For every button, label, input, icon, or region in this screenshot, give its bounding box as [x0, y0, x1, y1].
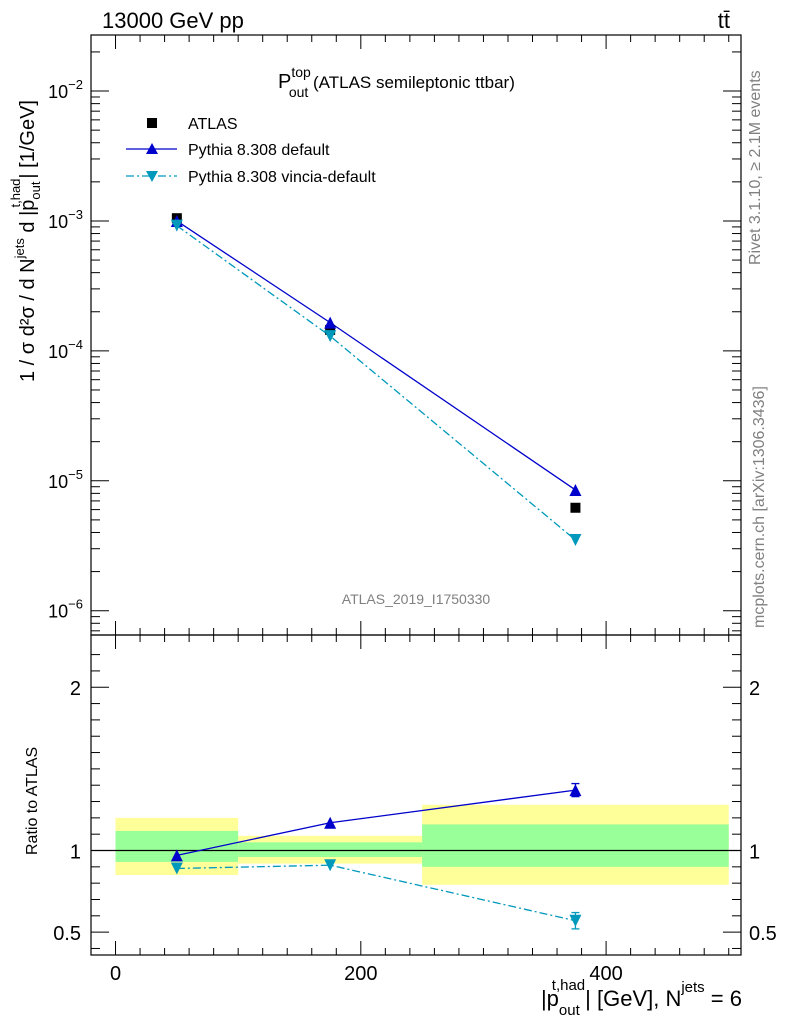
ratio-point-default [569, 784, 582, 797]
upper-tick-label: 10−4 [48, 337, 83, 362]
ratio-frame [90, 634, 742, 956]
x-label-sup2: jets [680, 979, 704, 996]
x-label-end: = 6 [705, 986, 742, 1011]
upper-point-vincia [170, 219, 183, 232]
upper-y-label-sub: out [28, 181, 43, 199]
ratio-tick-label-left: 0.5 [53, 923, 81, 945]
mcplots-label: mcplots.cern.ch [arXiv:1306.3436] [751, 386, 768, 628]
upper-tick-label: 10−5 [48, 467, 83, 492]
upper-tick-base: 10 [48, 472, 68, 492]
upper-tick-base: 10 [48, 342, 68, 362]
ratio-band-stat [238, 842, 423, 858]
x-label-pre: |p [541, 986, 559, 1011]
upper-tick-exp: −6 [68, 597, 83, 612]
upper-point-default [569, 483, 582, 496]
ratio-panel [91, 782, 741, 930]
upper-y-label-sup2: t,had [8, 179, 23, 208]
x-label-sup: t,had [552, 977, 585, 994]
legend: ATLAS Pythia 8.308 default Pythia 8.308 … [126, 116, 376, 186]
upper-point-vincia [569, 534, 582, 547]
upper-tick-base: 10 [48, 602, 68, 622]
upper-tick-label: 10−2 [48, 77, 83, 102]
legend-marker-default [146, 143, 158, 154]
ratio-y-label: Ratio to ATLAS [24, 747, 41, 855]
upper-y-label-end: | [1/GeV] [17, 100, 39, 179]
upper-line-default [176, 220, 576, 491]
upper-point-atlas [570, 502, 581, 513]
upper-tick-base: 10 [48, 212, 68, 232]
x-tick-label: 400 [589, 963, 622, 985]
plot-title-sub: out [289, 84, 309, 100]
upper-y-label: 1 / σ d²σ / d Njets d |pout t,had| [1/GeV… [8, 100, 43, 382]
ratio-line-vincia [176, 864, 576, 922]
upper-tick-exp: −4 [68, 337, 83, 352]
rivet-label: Rivet 3.1.10, ≥ 2.1M events [747, 70, 764, 265]
upper-point-atlas [325, 324, 336, 335]
legend-label-atlas: ATLAS [188, 116, 238, 133]
ratio-point-vincia [569, 914, 582, 927]
upper-tick-label: 10−3 [48, 207, 83, 232]
plot-title: Ptop out (ATLAS semileptonic ttbar) [278, 64, 515, 100]
process-label: tt̄ [718, 8, 730, 33]
ratio-point-default [324, 816, 337, 829]
legend-label-default: Pythia 8.308 default [188, 142, 330, 159]
upper-tick-exp: −5 [68, 467, 83, 482]
plot-title-main: P [278, 71, 291, 93]
upper-tick-exp: −3 [68, 207, 83, 222]
plot-title-rest: (ATLAS semileptonic ttbar) [308, 73, 515, 92]
plot-title-sup: top [291, 64, 311, 80]
upper-line-vincia [176, 225, 576, 541]
energy-label: 13000 GeV pp [102, 8, 244, 33]
ratio-point-default [170, 849, 183, 862]
x-tick-label: 0 [110, 963, 121, 985]
ratio-band-stat [422, 824, 729, 867]
upper-point-vincia [324, 330, 337, 343]
ratio-tick-label-left: 1 [70, 842, 81, 864]
upper-tick-label: 10−6 [48, 597, 83, 622]
ratio-point-vincia [324, 859, 337, 872]
upper-y-label-main: 1 / σ d²σ / d N [17, 258, 39, 382]
x-label-sub: out [559, 1002, 581, 1019]
upper-y-label-sup: jets [12, 238, 27, 260]
ratio-tick-label-right: 1 [749, 842, 760, 864]
upper-tick-base: 10 [48, 82, 68, 102]
x-label-mid: | [GeV], N [585, 986, 681, 1011]
upper-point-default [324, 316, 337, 329]
upper-tick-exp: −2 [68, 77, 83, 92]
ratio-tick-label-right: 2 [749, 678, 760, 700]
analysis-id: ATLAS_2019_I1750330 [342, 591, 491, 607]
legend-label-vincia: Pythia 8.308 vincia-default [188, 169, 376, 186]
upper-panel [170, 213, 582, 547]
ratio-tick-label-left: 2 [70, 678, 81, 700]
upper-y-label-tail: d |p [17, 200, 39, 239]
x-axis-label: |pout t,had| [GeV], Njets = 6 [541, 977, 742, 1019]
legend-marker-vincia [146, 171, 158, 182]
legend-marker-atlas [147, 118, 157, 128]
ratio-point-vincia [170, 862, 183, 875]
x-tick-label: 200 [344, 963, 377, 985]
ratio-tick-label-right: 0.5 [749, 923, 777, 945]
